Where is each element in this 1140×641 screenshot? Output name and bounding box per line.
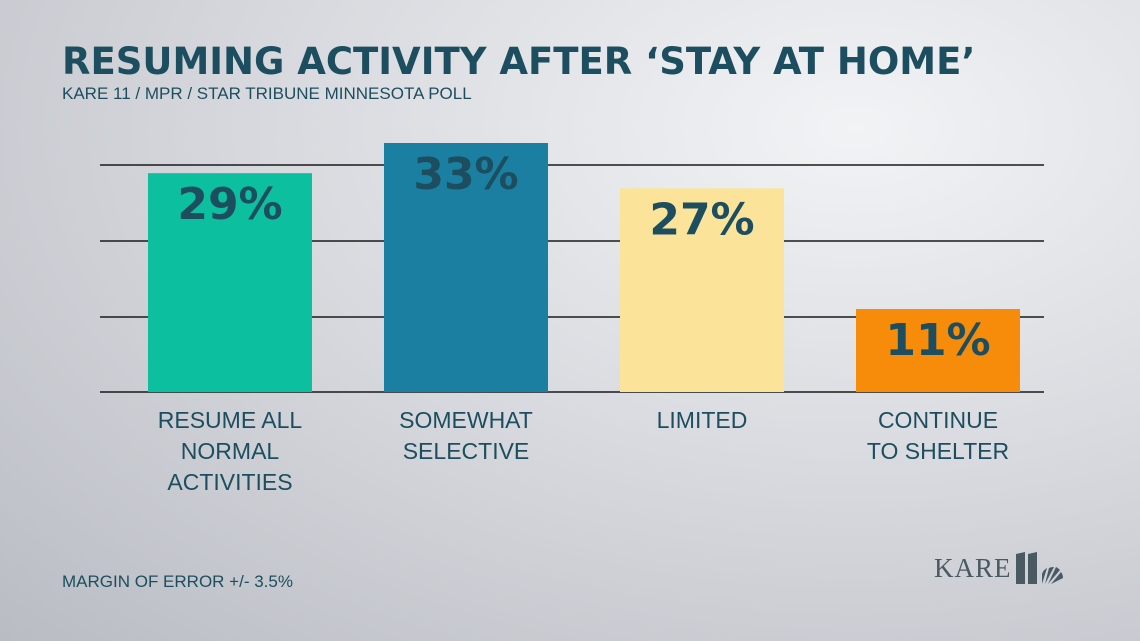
- logo-text: KARE: [934, 552, 1012, 583]
- margin-of-error-note: MARGIN OF ERROR +/- 3.5%: [62, 572, 293, 591]
- chart-subtitle: KARE 11 / MPR / STAR TRIBUNE MINNESOTA P…: [62, 84, 472, 103]
- category-label: RESUME ALL: [158, 407, 303, 433]
- data-label: 11%: [885, 315, 990, 366]
- category-label: SELECTIVE: [403, 438, 530, 464]
- data-label: 33%: [413, 149, 518, 200]
- kare-11-peacock-icon: [1015, 552, 1063, 584]
- bar: [148, 173, 312, 392]
- chart-title: RESUMING ACTIVITY AFTER ‘STAY AT HOME’: [62, 40, 976, 83]
- category-label: ACTIVITIES: [167, 469, 292, 495]
- bar: [856, 309, 1020, 392]
- kare-11-logo: KARE: [934, 548, 1074, 588]
- bar: [620, 188, 784, 392]
- category-label: TO SHELTER: [867, 438, 1009, 464]
- category-label: LIMITED: [657, 407, 748, 433]
- category-label: NORMAL: [181, 438, 280, 464]
- bar: [384, 143, 548, 392]
- data-label: 27%: [649, 194, 754, 245]
- category-label: CONTINUE: [878, 407, 998, 433]
- category-label: SOMEWHAT: [399, 407, 533, 433]
- data-label: 29%: [177, 179, 282, 230]
